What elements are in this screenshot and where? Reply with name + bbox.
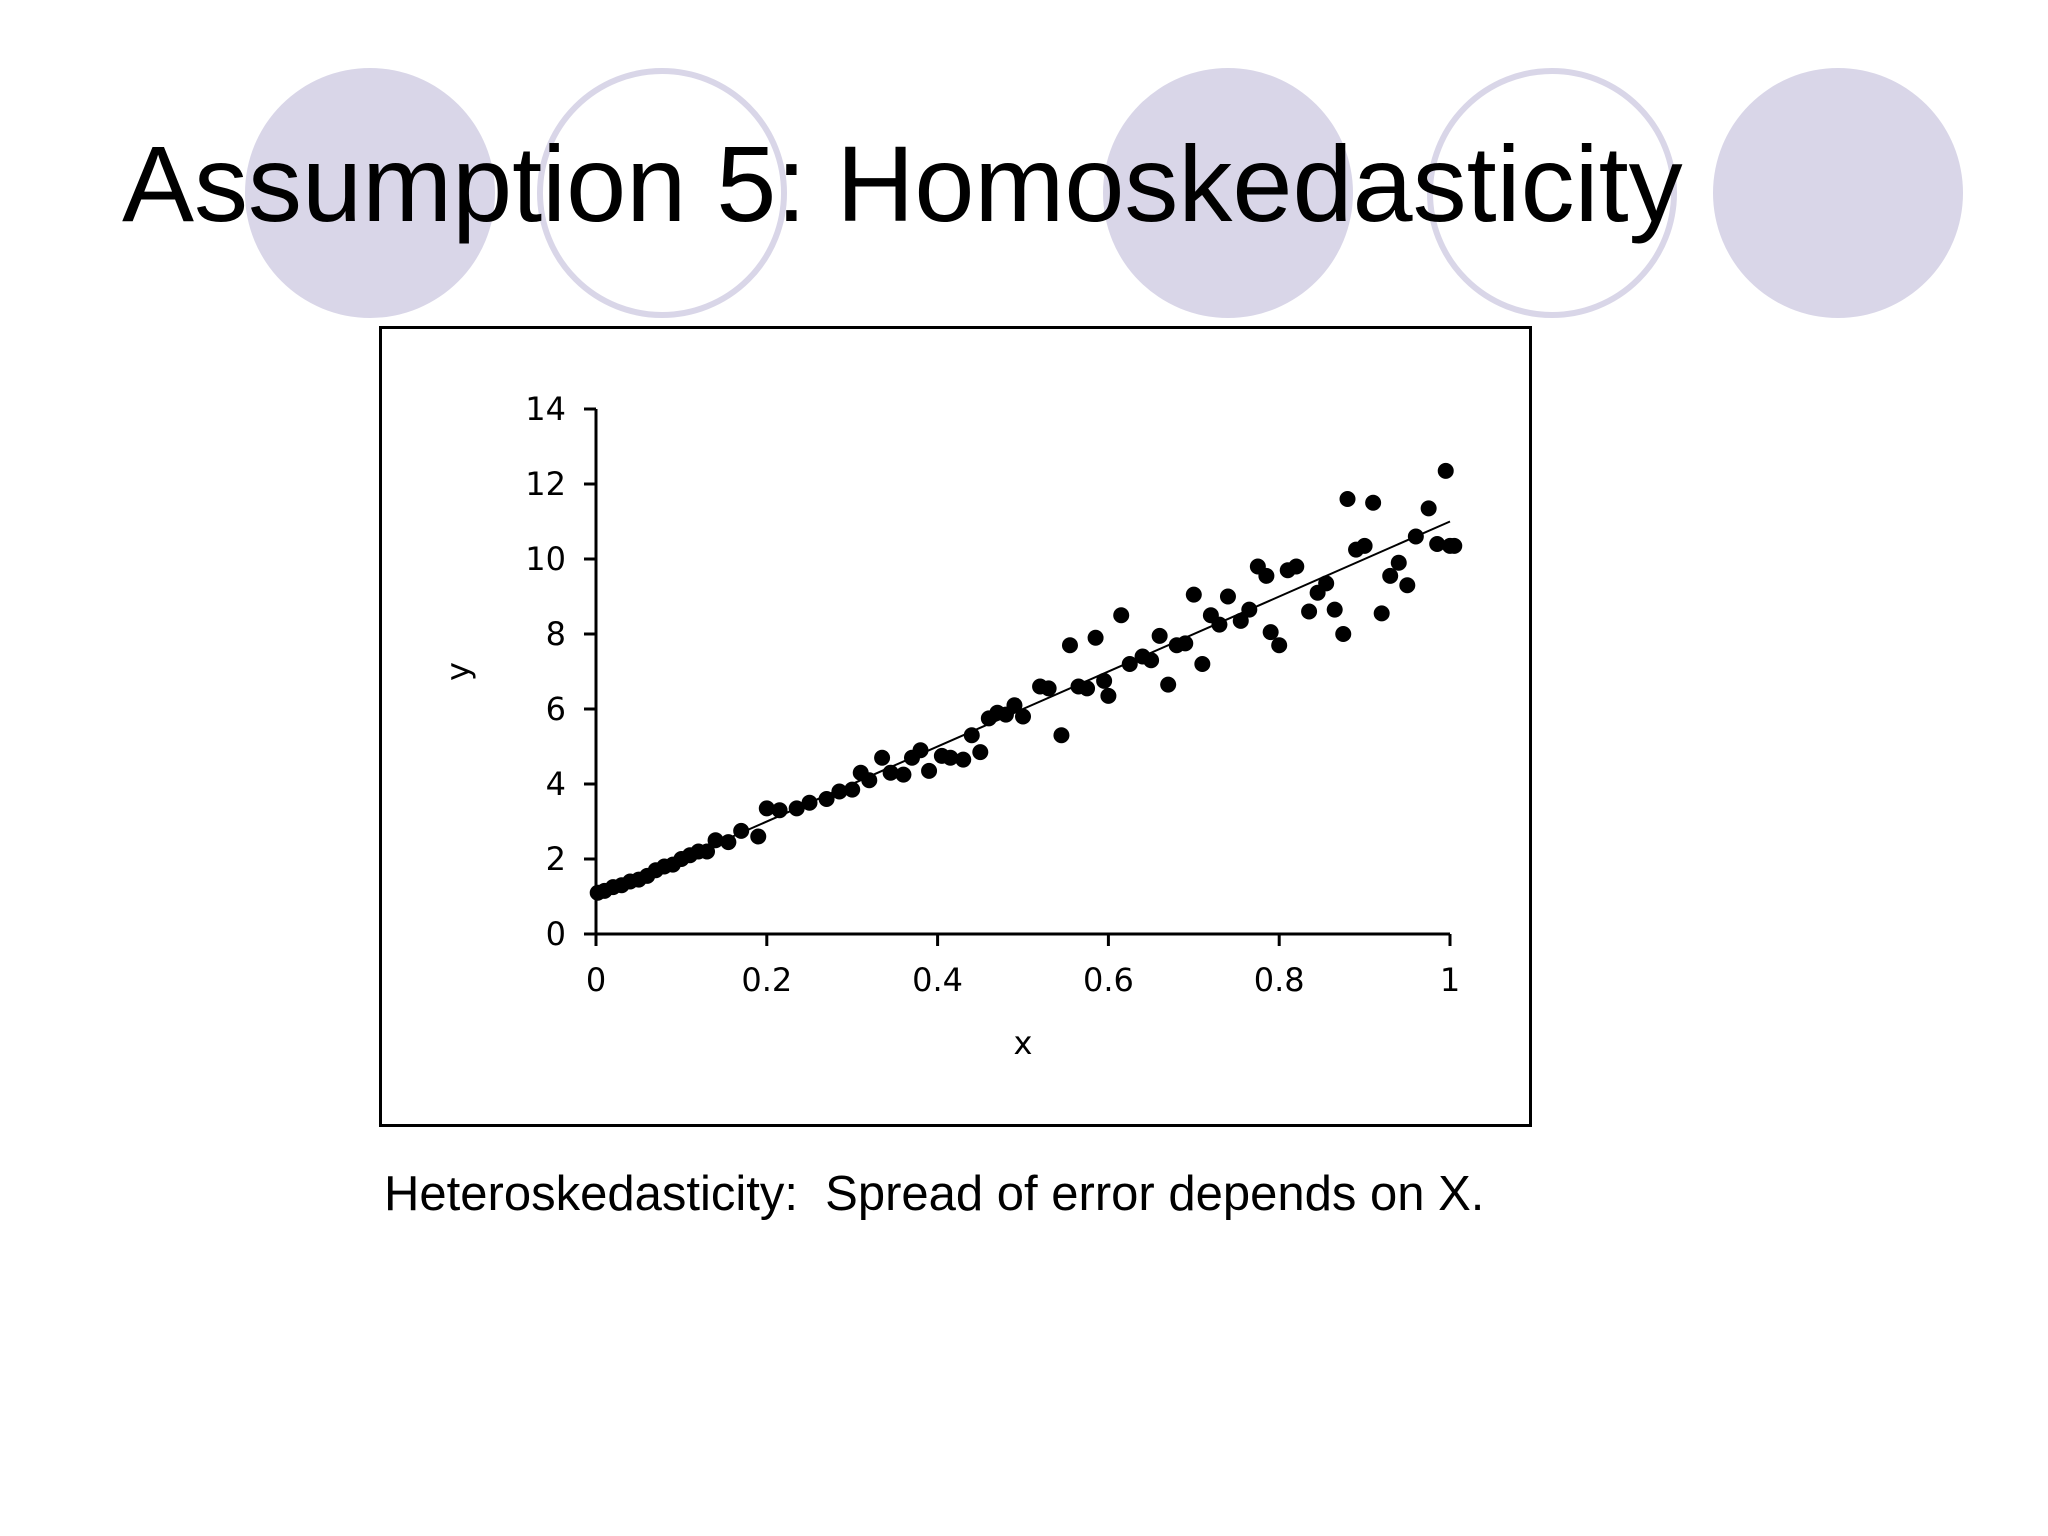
data-point: [1087, 629, 1104, 646]
data-point: [844, 781, 861, 798]
data-point: [942, 749, 959, 766]
data-point: [1373, 605, 1390, 622]
data-point: [1219, 588, 1236, 605]
data-point: [1113, 607, 1130, 624]
decorative-circle-outline: [1427, 68, 1677, 318]
data-point: [707, 832, 724, 849]
data-point: [720, 834, 737, 851]
data-point: [1420, 500, 1437, 517]
data-point: [1407, 528, 1424, 545]
slide-caption: Heteroskedasticity: Spread of error depe…: [384, 1167, 1485, 1221]
data-point: [801, 794, 818, 811]
y-tick-label: 8: [546, 615, 566, 653]
x-tick-label: 0.4: [912, 961, 963, 999]
data-point: [1079, 680, 1096, 697]
data-point: [1015, 708, 1031, 725]
x-tick-label: 0: [586, 961, 606, 999]
data-point: [1232, 612, 1249, 629]
data-point: [788, 800, 805, 817]
data-point: [955, 751, 972, 768]
data-point: [1177, 635, 1194, 652]
data-point: [1143, 652, 1160, 669]
y-tick-label: 10: [525, 540, 566, 578]
data-point: [1241, 601, 1258, 618]
data-point: [1006, 697, 1023, 714]
data-point: [861, 772, 878, 789]
y-tick-label: 4: [546, 765, 566, 803]
data-point: [1356, 537, 1373, 554]
slide-title: Assumption 5: Homoskedasticity: [122, 123, 1683, 244]
decorative-circle-filled: [1103, 68, 1353, 318]
data-point: [1262, 624, 1279, 641]
data-point: [921, 762, 938, 779]
data-point: [1100, 687, 1117, 704]
data-point: [1399, 577, 1416, 594]
data-point: [1301, 603, 1318, 620]
data-point: [1185, 586, 1202, 603]
data-point: [1040, 680, 1057, 697]
data-point: [1390, 554, 1407, 571]
data-point: [818, 791, 835, 807]
data-point: [1335, 626, 1352, 642]
axes: [584, 407, 1452, 946]
data-point: [1211, 616, 1228, 633]
data-point: [1318, 575, 1335, 592]
data-point: [758, 800, 775, 817]
decorative-circle-outline: [537, 68, 787, 318]
x-axis-label: x: [1014, 1024, 1033, 1062]
data-point: [895, 766, 912, 783]
y-tick-label: 0: [546, 915, 566, 953]
data-point: [1288, 558, 1305, 575]
y-tick-label: 6: [546, 690, 566, 728]
data-point: [912, 742, 929, 759]
data-point: [1096, 672, 1113, 689]
data-point: [1258, 567, 1275, 584]
data-point: [1365, 494, 1382, 511]
data-point: [699, 843, 716, 860]
data-point: [1194, 656, 1211, 672]
data-point: [1382, 567, 1399, 584]
y-tick-label: 12: [525, 465, 566, 503]
data-point: [1151, 627, 1168, 644]
data-point: [733, 822, 750, 839]
data-point: [882, 764, 899, 781]
data-point: [1446, 537, 1463, 554]
data-point: [1061, 637, 1078, 654]
decorative-circle-filled: [245, 68, 495, 318]
y-tick-label: 14: [525, 390, 566, 428]
x-tick-label: 0.8: [1254, 961, 1305, 999]
decorative-circle-filled: [1713, 68, 1963, 318]
data-point: [771, 802, 788, 819]
chart-frame: 0 0.2 0.4 0.6 0.8 1 0 2 4 6 8 10 12 14 x y: [379, 326, 1532, 1127]
data-point: [1437, 462, 1454, 479]
y-tick-label: 2: [546, 840, 566, 878]
data-point: [1053, 727, 1070, 744]
data-point: [750, 828, 767, 845]
data-points: [589, 462, 1463, 901]
data-point: [1326, 601, 1343, 618]
data-point: [874, 749, 891, 766]
data-point: [1160, 676, 1177, 693]
x-tick-label: 1: [1440, 961, 1460, 999]
data-point: [1429, 536, 1446, 552]
data-point: [963, 727, 980, 744]
data-point: [972, 744, 989, 761]
x-tick-label: 0.2: [741, 961, 792, 999]
data-point: [1339, 491, 1356, 507]
y-axis-label: y: [439, 662, 477, 681]
x-tick-label: 0.6: [1083, 961, 1134, 999]
data-point: [1271, 637, 1288, 654]
data-point: [1121, 656, 1138, 672]
data-point: [831, 783, 848, 800]
